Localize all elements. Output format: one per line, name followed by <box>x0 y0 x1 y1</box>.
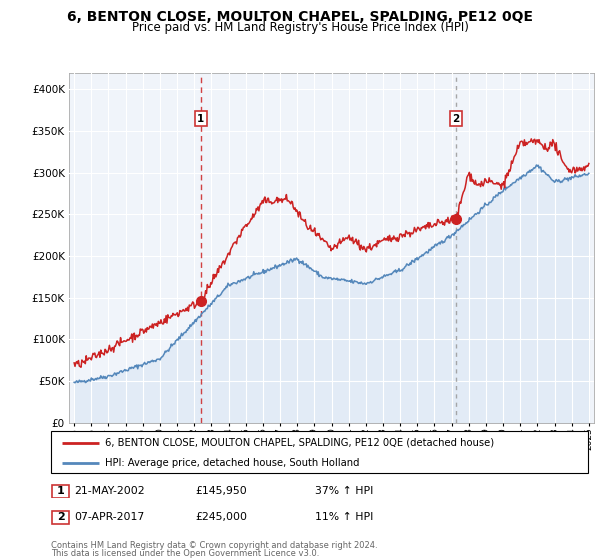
Text: 6, BENTON CLOSE, MOULTON CHAPEL, SPALDING, PE12 0QE: 6, BENTON CLOSE, MOULTON CHAPEL, SPALDIN… <box>67 10 533 24</box>
Text: £145,950: £145,950 <box>195 486 247 496</box>
Text: 2: 2 <box>452 114 460 124</box>
Text: 37% ↑ HPI: 37% ↑ HPI <box>315 486 373 496</box>
Text: HPI: Average price, detached house, South Holland: HPI: Average price, detached house, Sout… <box>105 458 359 468</box>
Text: 1: 1 <box>57 486 64 496</box>
Text: 2: 2 <box>57 512 64 522</box>
Text: This data is licensed under the Open Government Licence v3.0.: This data is licensed under the Open Gov… <box>51 549 319 558</box>
Text: 6, BENTON CLOSE, MOULTON CHAPEL, SPALDING, PE12 0QE (detached house): 6, BENTON CLOSE, MOULTON CHAPEL, SPALDIN… <box>105 438 494 448</box>
Text: £245,000: £245,000 <box>195 512 247 522</box>
Text: Price paid vs. HM Land Registry's House Price Index (HPI): Price paid vs. HM Land Registry's House … <box>131 21 469 34</box>
Text: 1: 1 <box>197 114 205 124</box>
Text: Contains HM Land Registry data © Crown copyright and database right 2024.: Contains HM Land Registry data © Crown c… <box>51 541 377 550</box>
Text: 11% ↑ HPI: 11% ↑ HPI <box>315 512 373 522</box>
Text: 21-MAY-2002: 21-MAY-2002 <box>74 486 145 496</box>
Text: 07-APR-2017: 07-APR-2017 <box>74 512 144 522</box>
